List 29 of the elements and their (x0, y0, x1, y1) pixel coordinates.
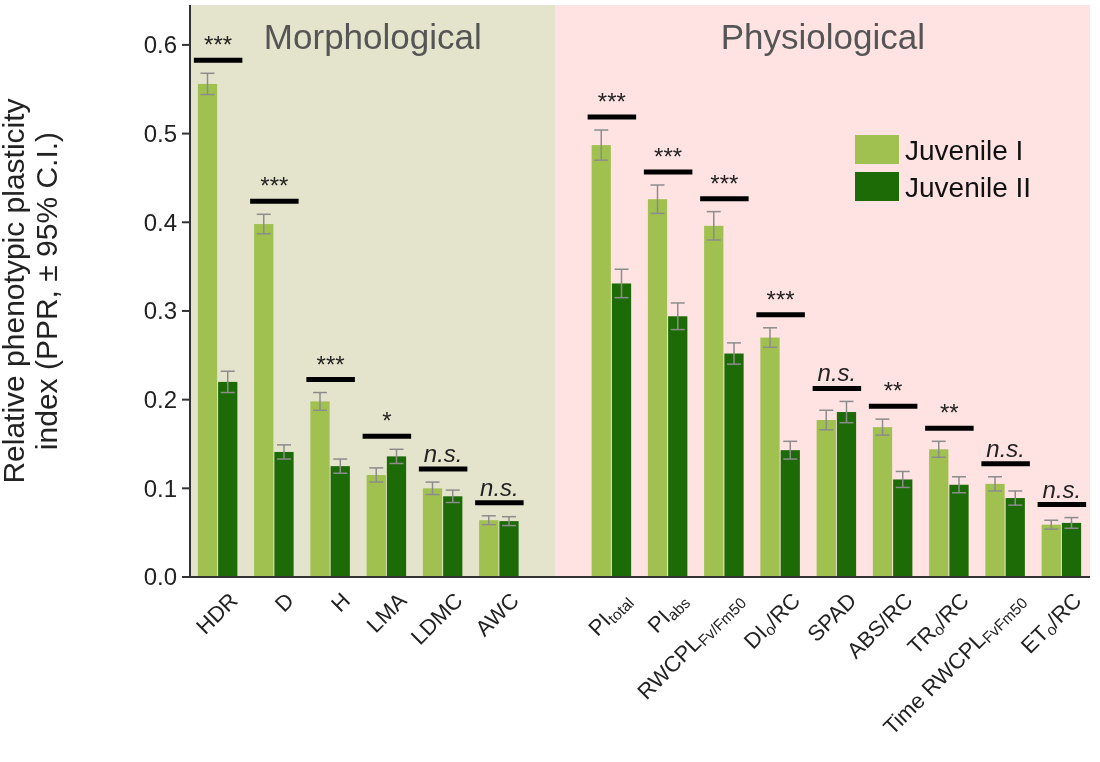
y-tick-label: 0.2 (143, 386, 177, 414)
annotation: *** (260, 172, 289, 200)
annotation: Physiological (720, 17, 925, 56)
annotation: *** (710, 169, 739, 197)
y-tick-label: 0.0 (143, 563, 177, 591)
annotation: *** (204, 31, 233, 59)
annotation: n.s. (986, 434, 1025, 462)
x-tick-label: H (326, 587, 356, 617)
annotation: ** (883, 377, 903, 405)
annotation: Morphological (263, 17, 482, 56)
annotation: *** (766, 285, 795, 313)
legend-label: Juvenile II (905, 171, 1032, 203)
y-axis-title: Relative phenotypic plasticity index (PPR, ± 95% C.I.) (0, 98, 63, 484)
annotation: * (382, 407, 392, 435)
annotation: *** (654, 143, 683, 171)
y-tick-label: 0.4 (143, 208, 177, 236)
x-tick-label: D (269, 587, 299, 617)
annotation: n.s. (817, 359, 857, 387)
annotation: n.s. (423, 440, 463, 468)
annotation: *** (597, 88, 626, 116)
annotation: n.s. (1042, 475, 1082, 503)
y-tick-label: 0.5 (143, 119, 177, 147)
annotation: n.s. (480, 473, 519, 501)
y-tick-label: 0.1 (143, 474, 177, 502)
y-tick-label: 0.3 (143, 297, 177, 325)
y-tick-label: 0.6 (143, 31, 177, 59)
annotation: ** (940, 399, 959, 427)
annotation: *** (316, 350, 345, 378)
legend-label: Juvenile I (905, 134, 1024, 166)
